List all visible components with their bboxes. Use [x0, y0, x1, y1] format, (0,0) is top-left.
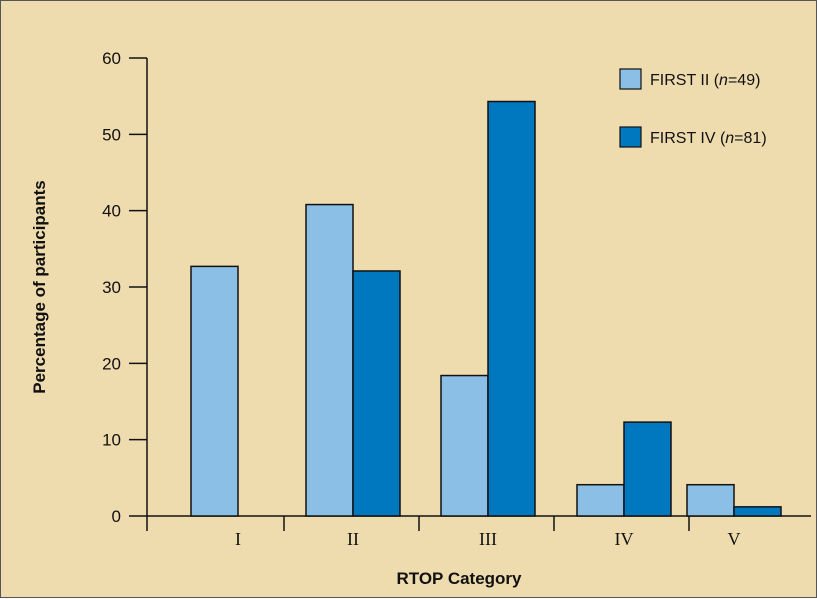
x-tick-label: V	[728, 529, 741, 549]
legend-swatch-first-iv	[619, 126, 642, 148]
x-axis-title: RTOP Category	[396, 569, 522, 588]
bar-first-iv-iv	[623, 421, 672, 517]
legend-swatch-first-ii	[619, 68, 642, 90]
bar-first-ii-ii	[305, 203, 354, 517]
x-tick-label: IV	[615, 529, 634, 549]
y-axis-title: Percentage of participants	[30, 180, 49, 394]
bar-first-iv-iii	[487, 100, 536, 517]
x-tick-label: III	[479, 529, 497, 549]
y-tick-label: 40	[102, 202, 121, 221]
legend-label: FIRST IV (n=81)	[650, 130, 767, 147]
legend-label: FIRST II (n=49)	[650, 72, 760, 89]
x-tick-label: II	[347, 529, 359, 549]
bar-first-ii-i	[190, 265, 239, 517]
y-tick-label: 60	[102, 49, 121, 68]
bar-first-ii-iv	[576, 483, 625, 517]
bar-first-iv-v	[733, 506, 782, 517]
y-tick-label: 30	[102, 278, 121, 297]
y-tick-label: 20	[102, 354, 121, 373]
bar-first-iv-ii	[352, 270, 401, 517]
y-tick-label: 0	[112, 507, 121, 526]
bars	[190, 100, 782, 517]
y-tick-label: 10	[102, 431, 121, 450]
bar-first-ii-iii	[440, 374, 489, 517]
x-tick-label: I	[235, 529, 241, 549]
y-tick-label: 50	[102, 125, 121, 144]
bar-first-ii-v	[686, 483, 735, 517]
legend: FIRST II (n=49) FIRST IV (n=81)	[619, 68, 767, 148]
